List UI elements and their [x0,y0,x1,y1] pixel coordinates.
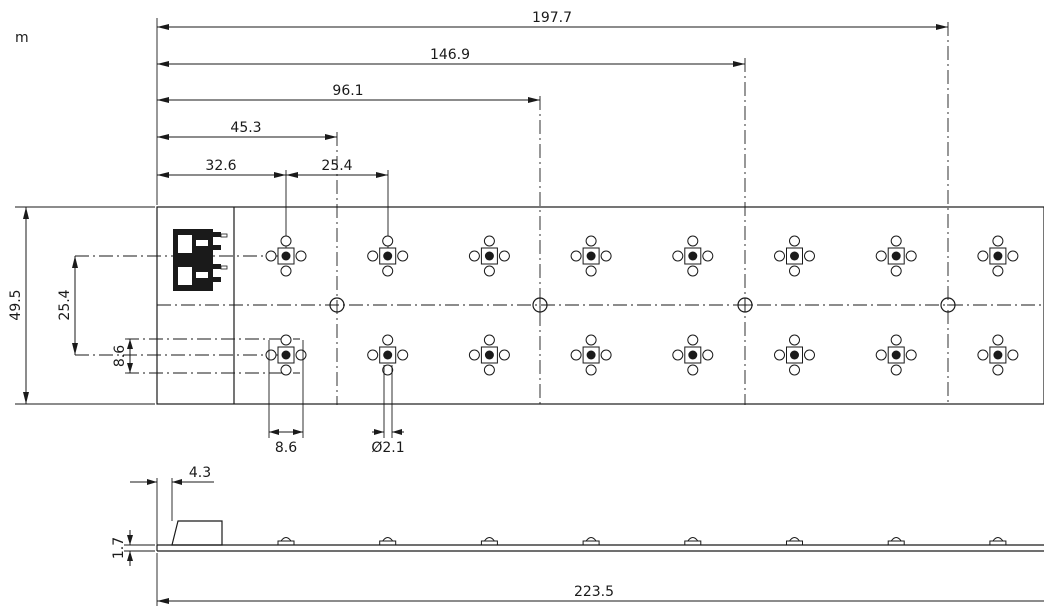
dim-45-3: 45.3 [230,120,261,136]
dim-hole-diameter: Ø2.1 [371,440,404,456]
dim-8-6-left: 8.6 [112,345,128,367]
side-led-profile [989,537,1007,545]
dim-223-5: 223.5 [574,584,614,600]
led-footprint [570,235,612,277]
bottom-dimensions: 8.6 Ø2.1 [268,340,405,456]
dim-25-4-left: 25.4 [57,289,73,320]
led-footprint [468,334,510,376]
led-footprint [468,235,510,277]
side-led-profile [277,537,295,545]
led-footprint [977,334,1019,376]
led-grid [265,235,1019,376]
dim-96-1: 96.1 [332,83,363,99]
unit-label: m [15,30,29,46]
mounting-hole [329,297,345,313]
mounting-center-lines [336,22,949,405]
mounting-hole [940,297,956,313]
dim-197-7: 197.7 [532,10,572,26]
dim-8-6-bottom: 8.6 [275,440,297,456]
led-footprint [774,334,815,376]
top-dimensions: 197.7 146.9 96.1 45.3 32.6 25.4 [156,10,948,250]
led-footprint [672,235,714,277]
led-footprint [875,235,917,277]
led-footprint [774,235,815,277]
side-led-profile [887,537,905,545]
dim-146-9: 146.9 [430,47,470,63]
dim-49-5: 49.5 [8,289,24,320]
connector-block [173,229,228,291]
led-footprint [265,334,307,376]
dim-32-6: 32.6 [205,158,236,174]
side-led-profile [684,537,702,545]
dim-1-7: 1.7 [111,537,127,559]
led-footprint [672,334,714,376]
led-footprint [265,235,307,277]
mounting-hole [532,297,548,313]
mounting-hole [737,297,753,313]
led-footprint [977,235,1019,277]
side-led-profile [582,537,600,545]
led-footprint [570,334,612,376]
side-led-profile [379,537,397,545]
mounting-holes [329,297,956,313]
side-led-profile [786,537,803,545]
side-led-profile [480,537,498,545]
board-outline [156,206,1044,405]
side-led-profiles [277,537,1007,545]
side-view: 4.3 1.7 223.5 [111,465,1044,606]
led-footprint [367,334,409,376]
led-footprint [367,235,409,277]
led-footprint [875,334,917,376]
dim-4-3: 4.3 [189,465,211,481]
left-dimensions: 49.5 25.4 8.6 [8,206,155,405]
